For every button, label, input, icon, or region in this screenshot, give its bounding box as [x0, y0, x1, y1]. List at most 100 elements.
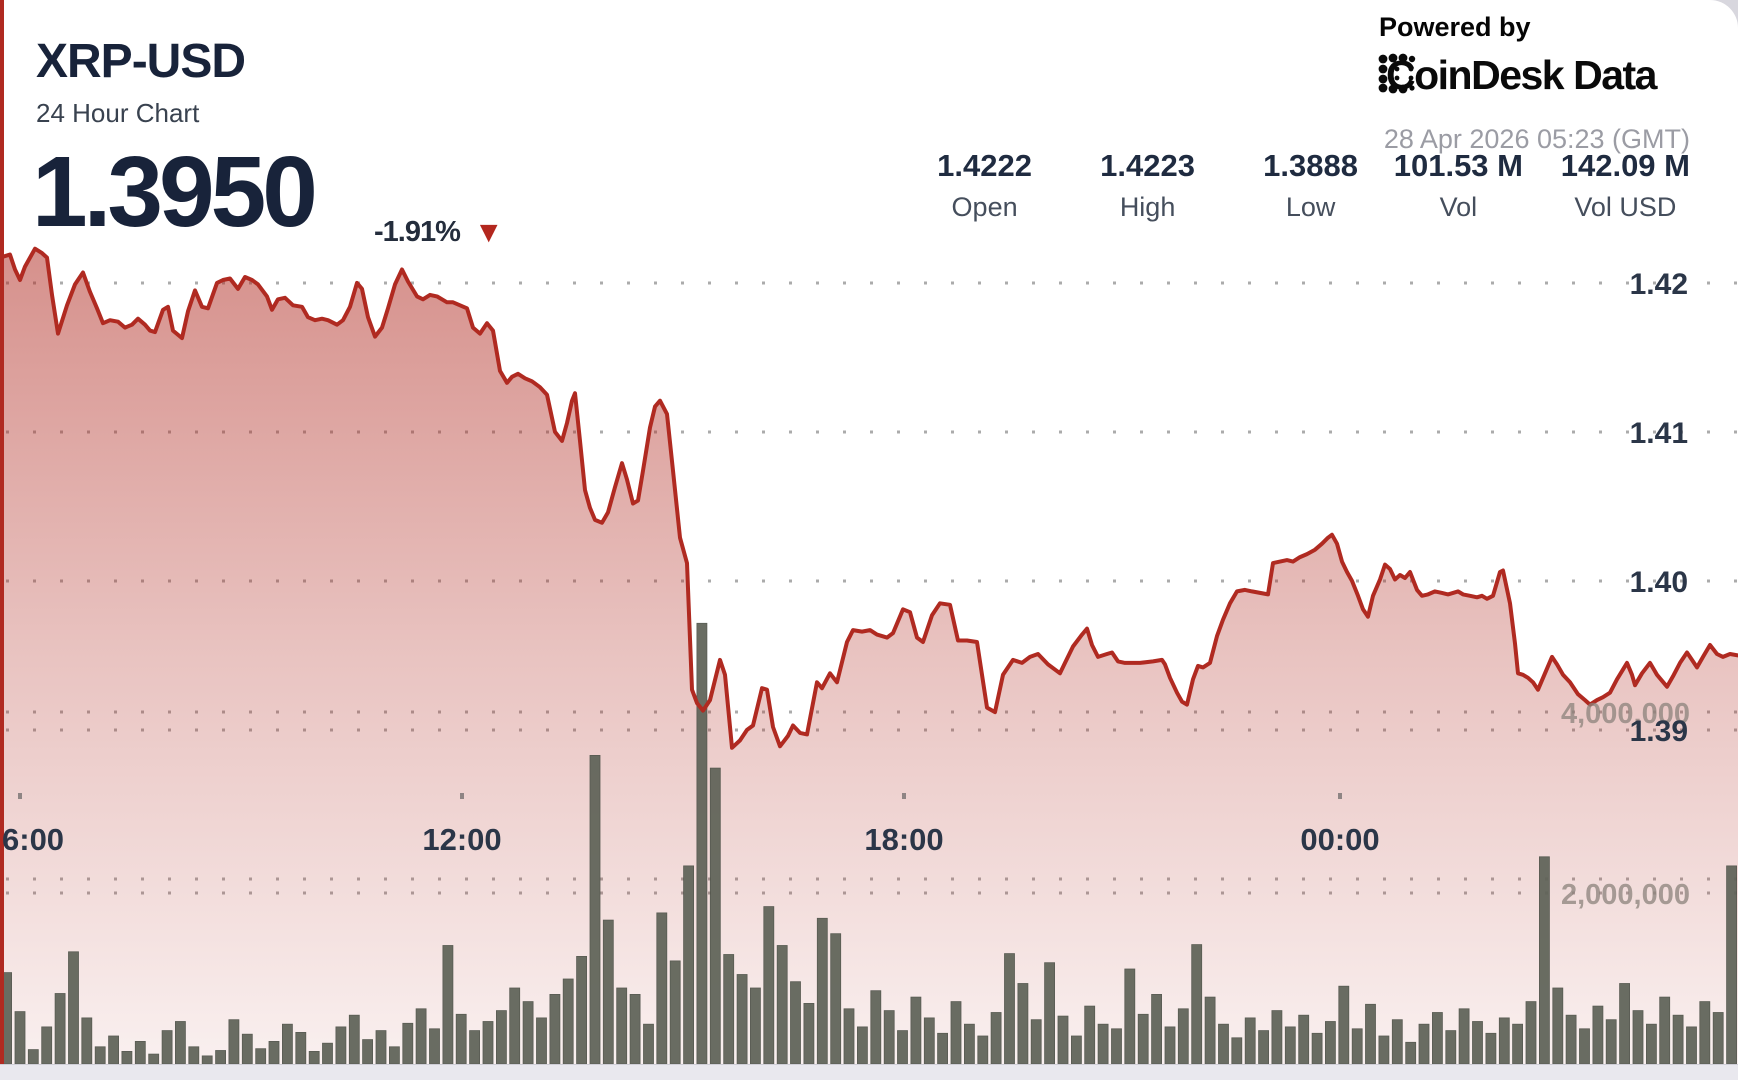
- x-tick-label: 6:00: [2, 822, 64, 857]
- volume-bar: [1445, 1030, 1457, 1064]
- volume-axis-label: 2,000,000: [1561, 879, 1690, 911]
- volume-bar: [830, 933, 842, 1064]
- volume-bar: [1137, 1013, 1149, 1064]
- volume-bar: [268, 1041, 280, 1064]
- volume-bar: [1084, 1005, 1096, 1064]
- volume-bar: [1284, 1026, 1296, 1064]
- volume-bar: [1351, 1028, 1363, 1064]
- volume-bar: [776, 945, 788, 1064]
- volume-bar: [1017, 983, 1029, 1064]
- volume-bar: [1632, 1010, 1644, 1064]
- volume-bar: [803, 1003, 815, 1064]
- down-triangle-icon: ▼: [473, 215, 504, 249]
- volume-bar: [1686, 1026, 1697, 1064]
- volume-bar: [161, 1030, 173, 1064]
- symbol-title: XRP-USD: [36, 35, 246, 88]
- volume-bar: [1298, 1014, 1310, 1064]
- volume-bar: [1231, 1037, 1243, 1064]
- volume-bar: [1539, 856, 1550, 1064]
- volume-bar: [750, 987, 761, 1064]
- price-change-row: -1.91% ▼: [374, 216, 504, 249]
- stat-high-value: 1.4223: [1100, 148, 1195, 183]
- volume-bar: [990, 1012, 1002, 1064]
- volume-bar: [455, 1013, 467, 1064]
- volume-bar: [442, 945, 454, 1064]
- volume-bar: [1498, 1017, 1510, 1064]
- volume-bar: [81, 1017, 93, 1064]
- volume-bar: [790, 981, 801, 1064]
- stat-vol-usd-label: Vol USD: [1574, 192, 1677, 222]
- volume-bar: [1726, 865, 1737, 1064]
- stat-open: 1.4222 Open: [937, 148, 1032, 223]
- volume-bar: [870, 990, 882, 1064]
- volume-bar: [41, 1026, 53, 1064]
- area-left-edge: [0, 0, 4, 1064]
- volume-bar: [1097, 1023, 1109, 1064]
- volume-bar: [415, 1008, 427, 1064]
- volume-bar: [549, 994, 561, 1064]
- volume-bar: [134, 1041, 146, 1064]
- timestamp: 28 Apr 2026 05:23 (GMT): [1383, 124, 1690, 154]
- volume-bar: [482, 1021, 494, 1064]
- volume-bar: [1405, 1041, 1417, 1064]
- volume-bar: [937, 1032, 948, 1064]
- volume-bar: [228, 1019, 240, 1064]
- volume-bar: [1712, 1012, 1724, 1064]
- volume-bar: [1619, 983, 1630, 1064]
- bottom-strip: [0, 1064, 1738, 1080]
- price-area-fill: [0, 248, 1738, 1064]
- volume-bar: [683, 865, 694, 1064]
- coindesk-logo[interactable]: CoinDesk Data: [1377, 52, 1657, 99]
- volume-bar: [1552, 987, 1564, 1064]
- volume-bar: [589, 755, 601, 1064]
- volume-bar: [923, 1017, 935, 1064]
- volume-bar: [322, 1042, 333, 1064]
- volume-bar: [281, 1023, 293, 1064]
- volume-bar: [335, 1026, 347, 1064]
- volume-bar: [763, 906, 775, 1064]
- volume-bar: [1044, 962, 1055, 1064]
- volume-bar: [1204, 996, 1216, 1064]
- stat-low-label: Low: [1285, 192, 1336, 222]
- volume-bar: [1057, 1015, 1069, 1064]
- volume-bar: [429, 1028, 440, 1064]
- volume-bar: [616, 987, 628, 1064]
- volume-bar: [1512, 1023, 1523, 1064]
- volume-bar: [1004, 953, 1015, 1064]
- volume-bar: [1124, 968, 1136, 1064]
- volume-bar: [362, 1039, 374, 1064]
- volume-bar: [1592, 1005, 1604, 1064]
- volume-bar: [576, 956, 587, 1064]
- price-axis-label: 1.42: [1630, 268, 1688, 301]
- volume-bar: [964, 1023, 975, 1064]
- volume-bar: [696, 622, 708, 1064]
- volume-bar: [1258, 1030, 1269, 1064]
- volume-bar: [709, 767, 721, 1064]
- volume-bar: [108, 1035, 119, 1064]
- volume-bar: [94, 1046, 106, 1064]
- stat-low-value: 1.3888: [1263, 148, 1358, 183]
- volume-bar: [897, 1030, 908, 1064]
- volume-bar: [469, 1030, 481, 1064]
- volume-bar: [388, 1046, 400, 1064]
- volume-bar: [1699, 1001, 1711, 1064]
- volume-bar: [201, 1055, 213, 1064]
- x-tick-label: 12:00: [422, 822, 501, 857]
- last-price: 1.3950: [32, 136, 318, 248]
- price-line: [0, 246, 1738, 750]
- volume-bar: [1164, 1026, 1176, 1064]
- volume-bar: [148, 1053, 160, 1064]
- stat-vol-value: 101.53 M: [1393, 148, 1523, 183]
- volume-bar: [375, 1030, 387, 1064]
- volume-bar: [295, 1032, 307, 1064]
- volume-bar: [402, 1022, 414, 1064]
- volume-bar: [1177, 1008, 1189, 1064]
- volume-bar: [1485, 1032, 1497, 1064]
- volume-bar: [509, 987, 521, 1064]
- stat-vol-usd-value: 142.09 M: [1560, 148, 1690, 183]
- volume-bar: [1659, 996, 1671, 1064]
- price-axis-label: 1.40: [1630, 566, 1688, 599]
- volume-bar: [1525, 1001, 1537, 1064]
- stat-vol-usd: 142.09 M Vol USD: [1561, 148, 1690, 223]
- volume-bar: [1646, 1023, 1657, 1064]
